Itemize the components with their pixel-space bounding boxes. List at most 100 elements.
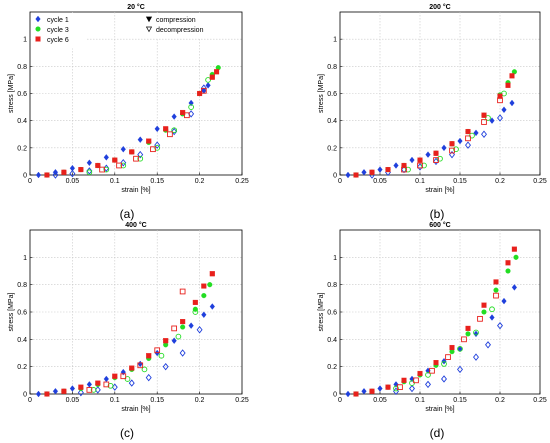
data-point-compression [481, 112, 487, 118]
y-axis-label: stress [MPa] [318, 293, 325, 332]
data-point-compression [353, 172, 359, 178]
data-point-decompression [171, 325, 178, 332]
data-point-compression [505, 82, 511, 88]
y-tick-label: 1 [333, 255, 337, 262]
x-axis-label: strain [%] [121, 406, 150, 413]
x-tick-label: 0.25 [235, 397, 249, 404]
data-point-compression [69, 385, 75, 392]
data-point-decompression [154, 347, 161, 354]
data-point-decompression [120, 373, 127, 380]
y-tick-label: 0 [23, 173, 27, 180]
data-point-decompression [485, 115, 491, 121]
data-point-decompression [393, 385, 399, 392]
series-cycle-6 [44, 69, 220, 178]
panel-letter: (b) [430, 207, 445, 221]
data-point-compression [201, 283, 207, 289]
legend-label: cycle 3 [47, 27, 69, 34]
data-point-decompression [154, 144, 161, 151]
x-axis-label: strain [%] [425, 187, 454, 194]
y-axis-label: stress [MPa] [318, 74, 325, 113]
data-point-compression [171, 113, 177, 120]
data-point-decompression [429, 367, 435, 374]
data-point-compression [489, 314, 495, 321]
x-tick-label: 0.05 [373, 397, 387, 404]
y-tick-label: 0.6 [17, 310, 27, 317]
data-point-compression [197, 90, 203, 97]
x-tick-label: 0.25 [533, 178, 547, 185]
data-point-decompression [413, 377, 419, 384]
data-point-compression [180, 324, 186, 330]
data-point-compression [163, 338, 169, 344]
data-point-compression [465, 128, 471, 135]
y-tick-label: 0.6 [17, 91, 27, 98]
x-tick-label: 0.25 [533, 397, 547, 404]
data-point-compression [44, 172, 50, 178]
data-point-compression [417, 157, 423, 163]
data-point-decompression [196, 326, 203, 334]
data-point-compression [505, 260, 511, 266]
data-point-compression [501, 106, 507, 114]
data-point-decompression [449, 150, 455, 159]
data-point-decompression [86, 387, 93, 393]
data-point-compression [78, 167, 84, 173]
data-point-decompression [154, 141, 161, 149]
data-point-compression [361, 388, 367, 395]
data-point-compression [481, 309, 487, 315]
data-point-decompression [425, 380, 431, 389]
data-point-compression [497, 93, 503, 99]
data-point-decompression [481, 130, 487, 138]
x-tick-label: 0.05 [66, 397, 80, 404]
data-point-decompression [473, 329, 479, 336]
x-tick-label: 0.05 [66, 178, 80, 185]
data-point-decompression [171, 127, 178, 134]
data-point-decompression [481, 119, 487, 125]
data-point-compression [377, 385, 383, 392]
data-point-compression [493, 287, 499, 293]
data-point-compression [201, 293, 207, 299]
x-tick-label: 0.2 [195, 397, 205, 404]
data-point-decompression [421, 162, 427, 169]
data-point-compression [112, 157, 118, 163]
data-point-decompression [397, 384, 403, 391]
data-point-compression [35, 390, 42, 398]
data-point-decompression [457, 346, 463, 352]
data-point-decompression [52, 171, 59, 179]
data-point-compression [509, 99, 515, 107]
data-point-decompression [69, 169, 76, 178]
data-point-compression [465, 331, 471, 337]
data-point-compression [417, 370, 423, 377]
data-point-decompression [205, 77, 211, 83]
data-point-compression [146, 138, 152, 144]
data-point-compression [154, 125, 160, 133]
data-point-compression [481, 302, 487, 308]
data-point-compression [35, 171, 42, 179]
y-tick-label: 0.2 [327, 145, 337, 152]
data-point-compression [86, 159, 92, 167]
data-point-compression [69, 164, 75, 172]
filled-triangle-icon [145, 16, 153, 23]
y-tick-label: 0.2 [17, 364, 27, 371]
data-point-decompression [116, 162, 122, 169]
chart-title: 20 °C [127, 3, 145, 11]
data-point-compression [61, 169, 67, 175]
y-tick-label: 0.2 [17, 145, 27, 152]
legend-label: cycle 6 [47, 37, 69, 44]
data-point-compression [401, 162, 407, 169]
data-point-decompression [485, 341, 491, 349]
data-point-compression [201, 87, 207, 95]
data-point-compression [369, 388, 375, 394]
data-point-compression [433, 150, 439, 156]
x-tick-label: 0.15 [150, 397, 164, 404]
y-tick-label: 0.8 [17, 282, 27, 289]
x-tick-label: 0 [28, 178, 32, 185]
x-tick-label: 0.1 [110, 397, 120, 404]
y-tick-label: 0.2 [327, 364, 337, 371]
data-point-compression [511, 246, 517, 252]
y-tick-label: 0.8 [327, 64, 337, 71]
data-point-decompression [489, 306, 495, 313]
data-point-decompression [167, 131, 173, 138]
x-tick-label: 0.2 [195, 178, 205, 185]
data-point-compression [457, 345, 463, 353]
panel-letter: (c) [120, 426, 134, 440]
